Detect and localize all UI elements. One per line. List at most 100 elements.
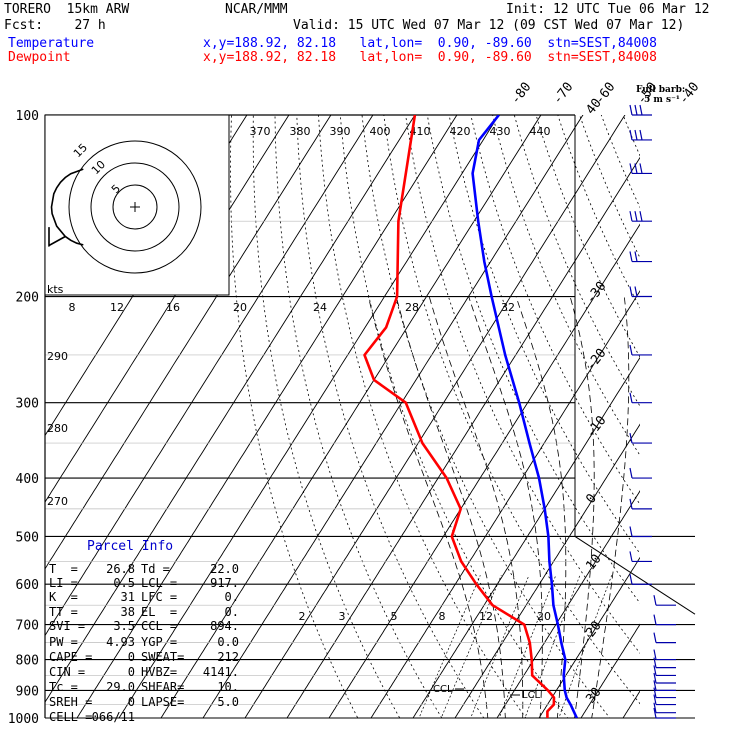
wind-barb-flag (653, 632, 657, 643)
wind-barb (653, 680, 676, 692)
wind-barb-flag (634, 129, 638, 141)
wind-barb-flag (629, 163, 633, 174)
parcel-row: TT = 38 EL = 0. (49, 605, 239, 619)
mixing-ratio-lines (418, 575, 613, 718)
wind-barb (629, 498, 652, 510)
wind-barb-flag (653, 614, 657, 625)
isotherm-line (580, 623, 640, 718)
mixing-ratio-label: 2 (299, 610, 306, 623)
dry-adiabat (318, 115, 527, 718)
parcel-row: CAPE = 0 SWEAT= 212 (49, 650, 239, 664)
isobars (44, 114, 696, 719)
wind-barb-flag (629, 392, 633, 403)
isotherm-line (496, 490, 640, 718)
theta-label: 380 (290, 125, 311, 138)
parcel-info-title: Parcel Info (87, 539, 174, 554)
right-axis-slant (574, 536, 696, 615)
wind-barb-flag (639, 129, 643, 141)
isotherm-line (45, 115, 248, 437)
temperature-line (471, 115, 578, 718)
wind-barb-flag (634, 163, 638, 174)
pressure-tick-label: 700 (16, 619, 39, 634)
pressure-tick-label: 900 (16, 684, 39, 699)
isotherm-line (538, 556, 640, 718)
isotherm-line (76, 115, 458, 718)
parcel-row: SVI = 3.5 CCL = 894. (49, 619, 239, 633)
theta-label: 290 (47, 350, 68, 363)
wind-barb (629, 211, 652, 222)
wind-barb (653, 672, 676, 684)
isotherm-tick-label: -20 (583, 346, 609, 374)
hodograph-ring (68, 140, 202, 274)
hodograph-ring (112, 184, 158, 230)
parcel-info-panel: Parcel Info T = 26.8 Td = 22.0 LI = 0.5 LCL =… (45, 537, 245, 737)
mixing-ratio-label: 8 (439, 610, 446, 623)
dewpoint-line (363, 115, 556, 718)
wind-barb (629, 526, 652, 538)
isotherm-line (160, 115, 542, 718)
wind-barb (629, 344, 652, 356)
parcel-row: K = 31 LFC = 0. (49, 590, 239, 604)
isotherm-tick-label: -10 (583, 413, 609, 441)
isotherm-line (699, 102, 740, 731)
hodograph-frame (44, 114, 230, 296)
theta-label: 280 (47, 422, 68, 435)
wind-barb (629, 574, 652, 585)
hodograph-trace (48, 168, 84, 247)
speed-scale-label: 32 (501, 301, 515, 314)
wind-barb (629, 163, 652, 175)
isotherm-line (622, 690, 640, 718)
wind-barb (629, 104, 652, 116)
wind-barb (629, 392, 652, 404)
isotherm-line (45, 115, 374, 637)
hodograph-units: kts (47, 283, 64, 296)
dry-adiabat (405, 115, 640, 654)
wind-barb-flag (653, 665, 657, 676)
pressure-tick-label: 400 (16, 472, 39, 487)
isotherm-tick-label: -30 (583, 279, 609, 307)
mixing-ratio-label: 5 (391, 610, 398, 623)
wind-barb-flag (629, 432, 633, 444)
isotherm-tick-label: 10 (583, 552, 604, 574)
pressure-tick-label: 300 (16, 397, 39, 412)
dry-adiabat (470, 115, 640, 506)
wind-barb-flag (629, 251, 633, 262)
isotherm-line (657, 102, 740, 731)
temperature-legend: Temperature (8, 36, 95, 51)
init-time: Init: 12 UTC Tue 06 Mar 12 (506, 2, 710, 17)
lcl-annotation: LCL (522, 690, 541, 701)
dry-adiabat (296, 115, 485, 718)
moist-adiabat (591, 296, 630, 718)
wind-barb-flag (629, 551, 633, 562)
wind-barb-flag (653, 657, 657, 668)
wind-barb-flag (629, 129, 633, 141)
valid-time: Valid: 15 UTC Wed 07 Mar 12 (09 CST Wed … (293, 18, 685, 33)
temperature-location: x,y=188.92, 82.18 lat,lon= 0.90, -89.60 … (203, 36, 657, 51)
wind-barb (629, 251, 652, 263)
wind-barb (653, 665, 676, 677)
wind-barb-flag (653, 702, 657, 713)
parcel-row: CIN = 0 HVBZ= 4141. (49, 665, 239, 679)
mixing-ratio-line (470, 575, 530, 718)
parcel-row: T = 26.8 Td = 22.0 (49, 562, 239, 576)
dry-adiabat (274, 115, 443, 718)
isotherm-line (244, 115, 626, 718)
moist-adiabat (569, 296, 595, 718)
parcel-row: CELL =066/11 (49, 710, 135, 724)
parcel-row: Tc = 29.0 SHEAR= 10. (49, 680, 239, 694)
wind-barb (653, 649, 676, 661)
mixing-ratio-line (524, 575, 581, 718)
isotherm-line (412, 356, 640, 718)
dry-adiabats (230, 115, 640, 718)
dry-adiabat (339, 115, 569, 718)
model-name: TORERO 15km ARW (4, 2, 130, 17)
wind-barb-flag (629, 526, 633, 537)
wind-barb-flag (653, 672, 657, 684)
parcel-row: PW = 4.93 YGP = 0.0 (49, 635, 239, 649)
isotherm-line (118, 115, 500, 718)
wind-barb-flag (634, 104, 638, 116)
wind-barb (629, 551, 652, 563)
wind-barbs (629, 104, 676, 719)
wind-barb-flag (653, 680, 657, 691)
